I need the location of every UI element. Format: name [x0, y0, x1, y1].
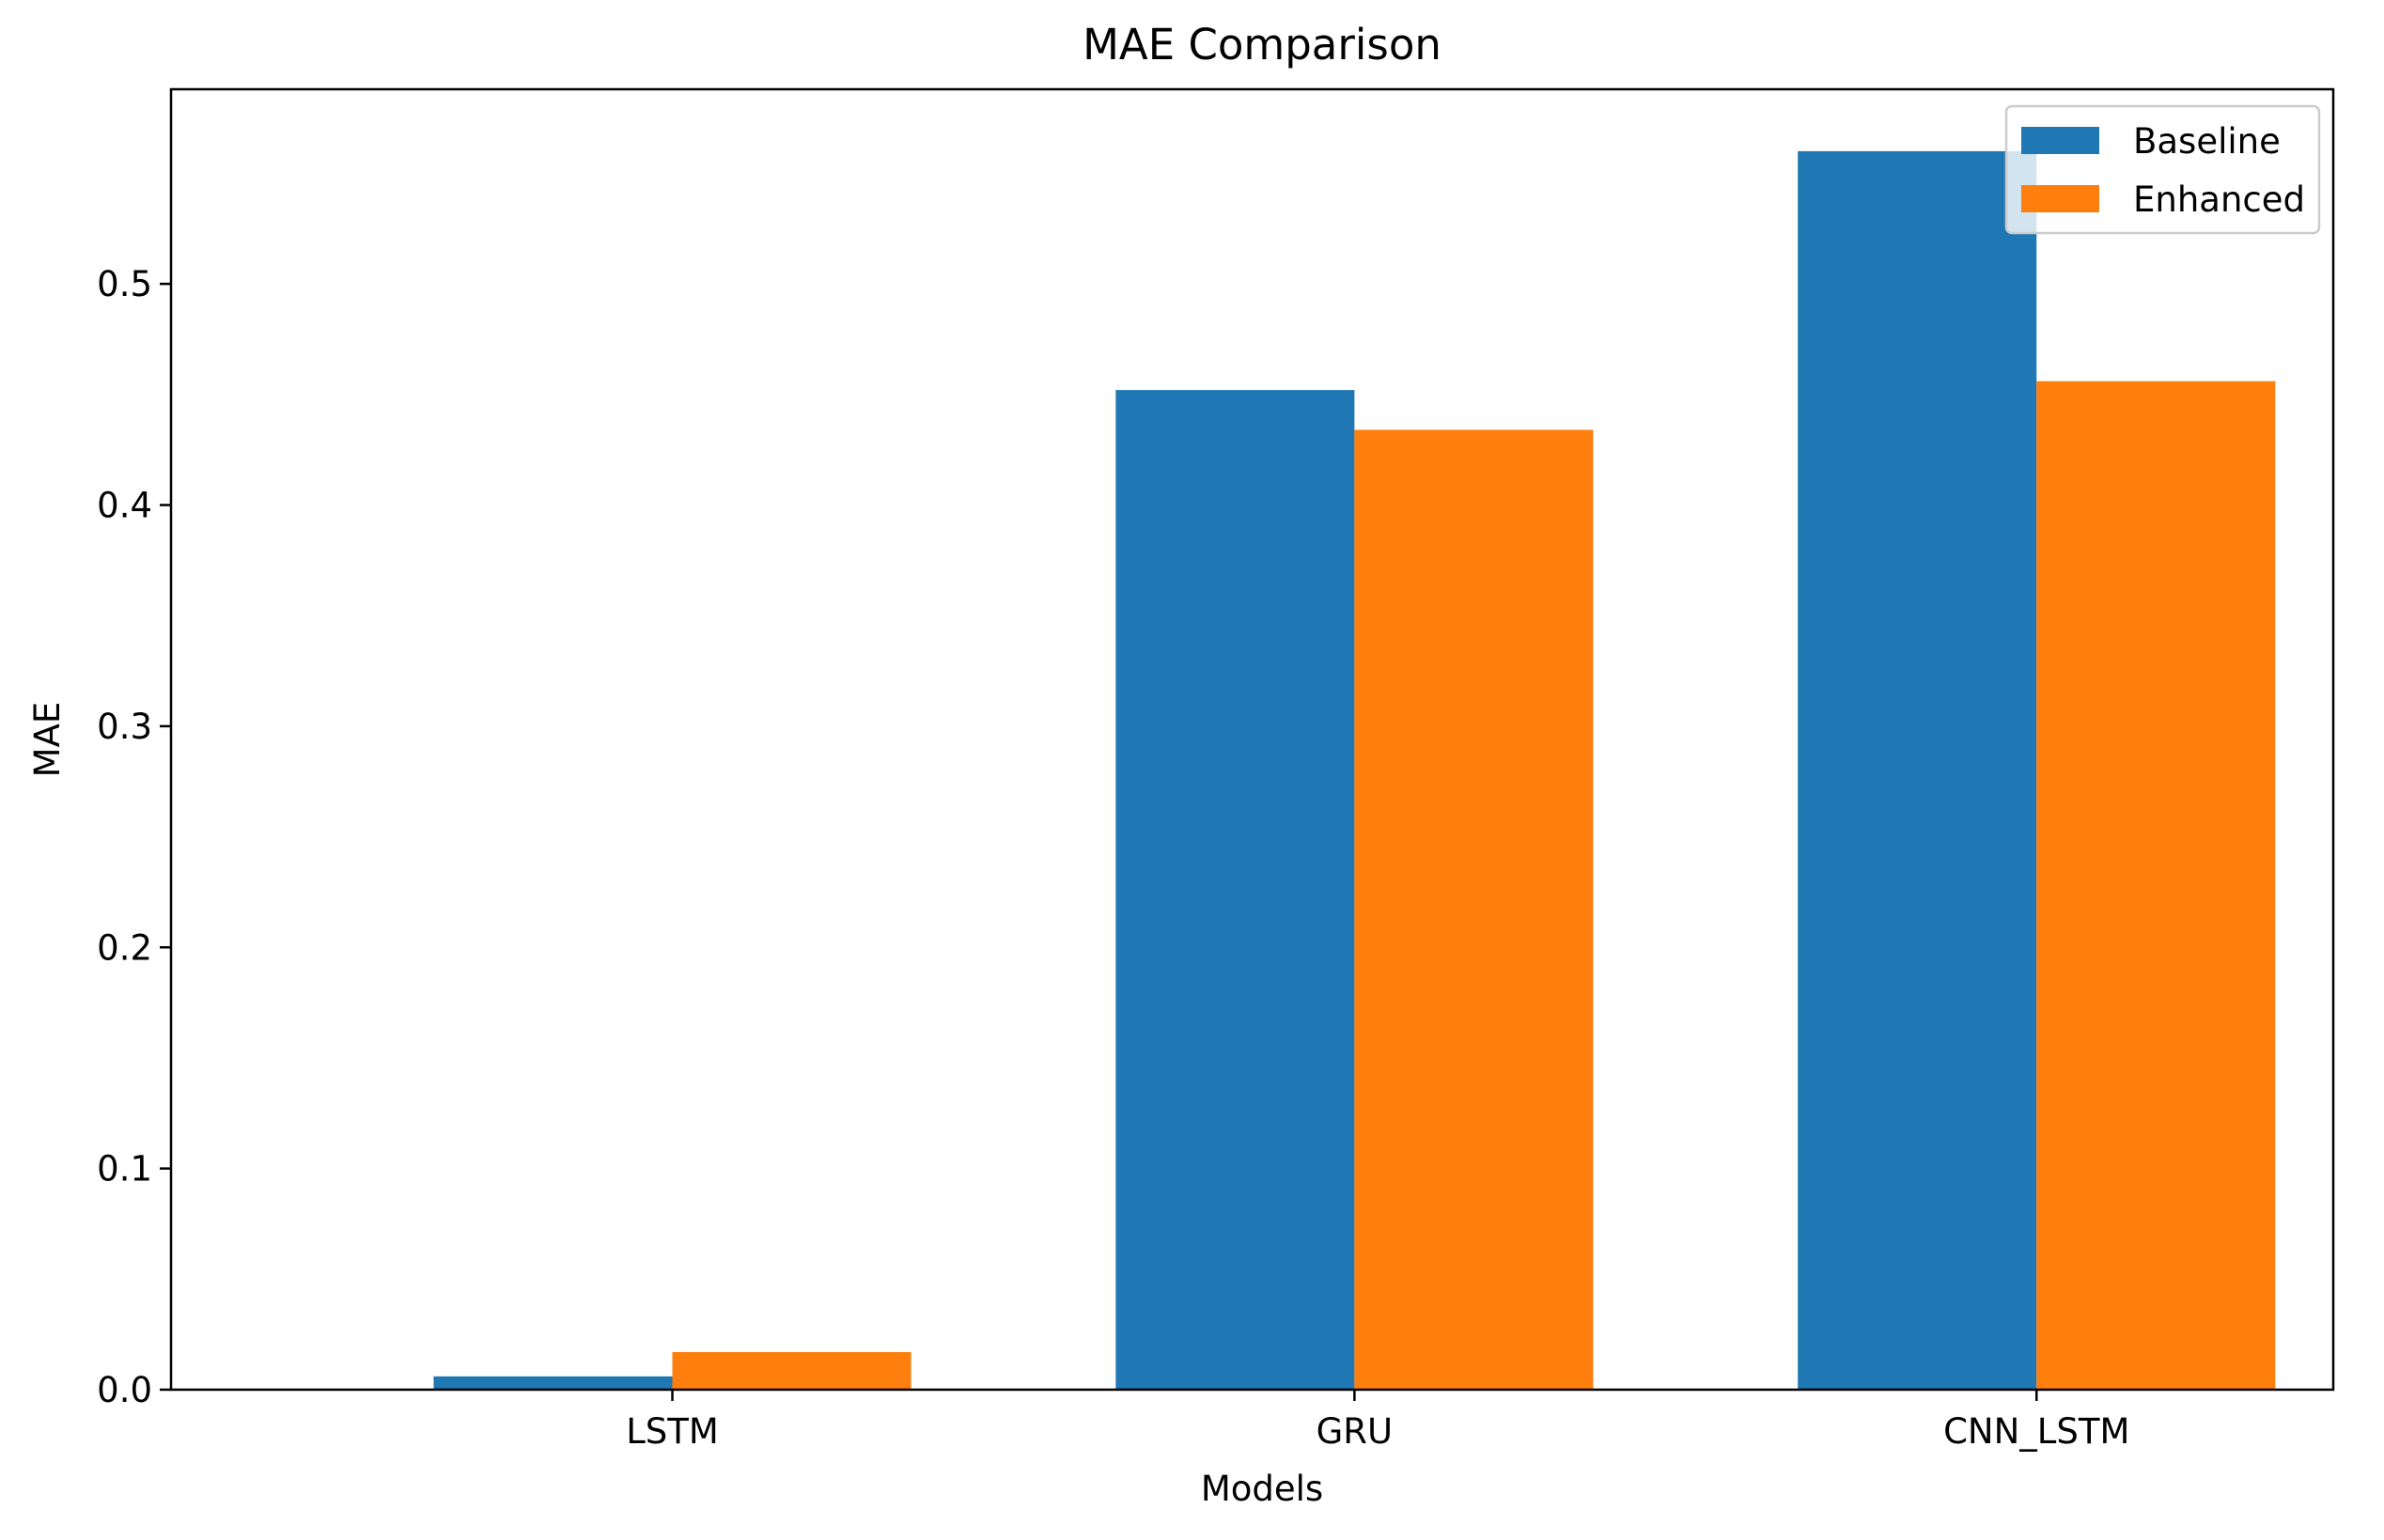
y-tick-label: 0.0: [97, 1370, 152, 1410]
bar-enhanced-lstm: [672, 1351, 912, 1390]
bars-group: [433, 150, 2276, 1391]
legend: Baseline Enhanced: [2004, 104, 2321, 235]
bar-enhanced-cnn_lstm: [2036, 381, 2276, 1391]
y-tick-label: 0.2: [97, 927, 152, 968]
bar-baseline-cnn_lstm: [1798, 150, 2037, 1390]
bar-enhanced-gru: [1354, 429, 1594, 1390]
y-tick-label: 0.5: [97, 264, 152, 304]
x-axis: LSTM GRU CNN_LSTM: [626, 1390, 2129, 1452]
y-axis: 0.0 0.1 0.2 0.3 0.4 0.5: [97, 264, 171, 1410]
x-tick-label: GRU: [1317, 1411, 1393, 1452]
y-tick-label: 0.1: [97, 1149, 152, 1190]
y-tick-label: 0.3: [97, 707, 152, 747]
y-axis-label: MAE: [27, 702, 68, 778]
x-tick-label: CNN_LSTM: [1943, 1411, 2129, 1452]
x-axis-label: Models: [1201, 1469, 1323, 1509]
bar-baseline-lstm: [433, 1376, 673, 1390]
chart-title: MAE Comparison: [1083, 20, 1441, 70]
legend-swatch-enhanced: [2021, 185, 2099, 212]
legend-label-baseline: Baseline: [2133, 121, 2281, 162]
y-tick-label: 0.4: [97, 486, 152, 526]
x-tick-label: LSTM: [626, 1411, 719, 1452]
bar-baseline-gru: [1115, 390, 1355, 1390]
plot-area-frame: [169, 87, 2335, 1392]
legend-label-enhanced: Enhanced: [2133, 179, 2305, 220]
legend-swatch-baseline: [2021, 127, 2099, 154]
